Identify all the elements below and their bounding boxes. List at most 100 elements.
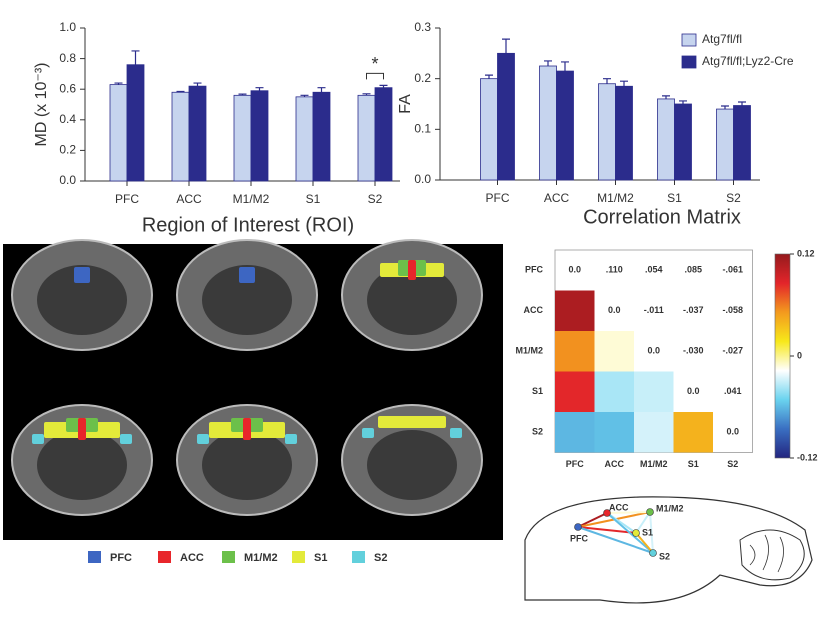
mri-slice-inner [367,430,457,500]
error-bar [561,61,569,72]
error-bar [738,101,746,106]
colorbar [774,253,791,459]
error-bar [193,82,202,87]
heatmap-cell [594,371,634,412]
cell-label: .041 [724,386,742,396]
y-tick-label: 0.6 [59,81,76,95]
network-node-label: ACC [609,502,629,512]
error-bar [620,80,628,87]
x-tick-label: PFC [486,191,510,205]
roi-legend-swatch [88,551,101,563]
y-tick-label: 0.2 [59,143,76,157]
network-edge [606,511,651,514]
roi-patch [197,434,209,444]
roi-legend-label: S2 [374,552,387,564]
row-label: M1/M2 [515,346,543,356]
roi-patch [362,428,374,438]
y-tick-label: 1.0 [59,20,76,34]
bar [374,87,393,182]
bar [480,78,498,181]
roi-legend-swatch [158,551,171,563]
bar [295,96,314,182]
x-tick-label: S2 [368,192,383,206]
heatmap-cell [555,331,595,372]
roi-patch [378,416,446,428]
heatmap-cell [594,331,634,372]
cell-label: .110 [606,265,623,275]
y-tick-label: 0.1 [414,122,431,136]
roi-legend-label: PFC [110,552,132,564]
network-edge [577,526,637,534]
network-edge [577,512,608,528]
mri-slice-inner [367,265,457,335]
roi-legend-label: ACC [180,552,204,564]
bar [497,52,515,181]
error-bar [721,105,729,110]
bar [716,108,734,181]
bar [312,91,331,182]
network-edge [635,511,651,534]
bar [109,84,128,182]
bar [657,98,675,181]
network-node [646,508,654,516]
y-axis-label: FA [397,94,414,114]
roi-patch [74,267,90,283]
network-node-label: PFC [570,533,589,543]
roi-patch [285,434,297,444]
mri-slice-inner [202,430,292,500]
roi-patch [78,418,86,440]
error-bar [131,50,140,65]
x-tick-label: ACC [544,191,570,205]
heatmap-cell [555,290,595,331]
cell-label: -.027 [722,346,743,356]
error-bar [502,38,510,54]
row-label: ACC [524,305,544,315]
col-label: PFC [566,459,585,469]
roi-legend-swatch [292,551,305,563]
cell-label: .054 [645,265,663,275]
cell-label: .085 [684,265,702,275]
legend-label: Atg7fl/fl [702,32,742,46]
roi-legend-label: M1/M2 [244,552,278,564]
cell-label: -.030 [683,346,704,356]
legend-swatch [681,33,697,47]
bar [188,85,207,182]
cell-label: 0.0 [647,346,660,356]
y-tick-label: 0.0 [59,173,76,187]
network-node-label: S2 [659,551,670,561]
network-edge [606,512,654,554]
x-tick-label: M1/M2 [233,192,270,206]
cell-label: 0.0 [568,265,581,275]
heatmap-cell [555,371,595,412]
roi-patch [120,434,132,444]
network-node [603,509,611,517]
bar [556,70,574,181]
mri-slice-inner [37,430,127,500]
error-bar [255,87,264,91]
cell-label: -.037 [683,305,704,315]
bar [674,103,692,181]
y-tick-label: 0.3 [414,20,431,34]
error-bar [662,95,670,99]
colorbar-label: 0.12 [797,248,815,258]
network-node [574,523,582,531]
roi-title: Region of Interest (ROI) [142,214,354,236]
col-label: ACC [605,459,625,469]
col-label: S1 [688,459,699,469]
col-label: S2 [727,459,738,469]
colorbar-label: -0.12 [797,452,818,462]
error-bar [238,93,247,96]
bar [357,94,376,182]
network-node [649,549,657,557]
cell-label: 0.0 [687,386,700,396]
row-label: S2 [532,427,543,437]
error-bar [679,100,687,104]
network-node-label: S1 [642,527,653,537]
y-tick-label: 0.8 [59,51,76,65]
error-bar [317,87,326,93]
error-bar [300,94,309,97]
y-tick-label: 0.0 [414,172,431,186]
roi-patch [408,260,416,280]
network-node [632,529,640,537]
